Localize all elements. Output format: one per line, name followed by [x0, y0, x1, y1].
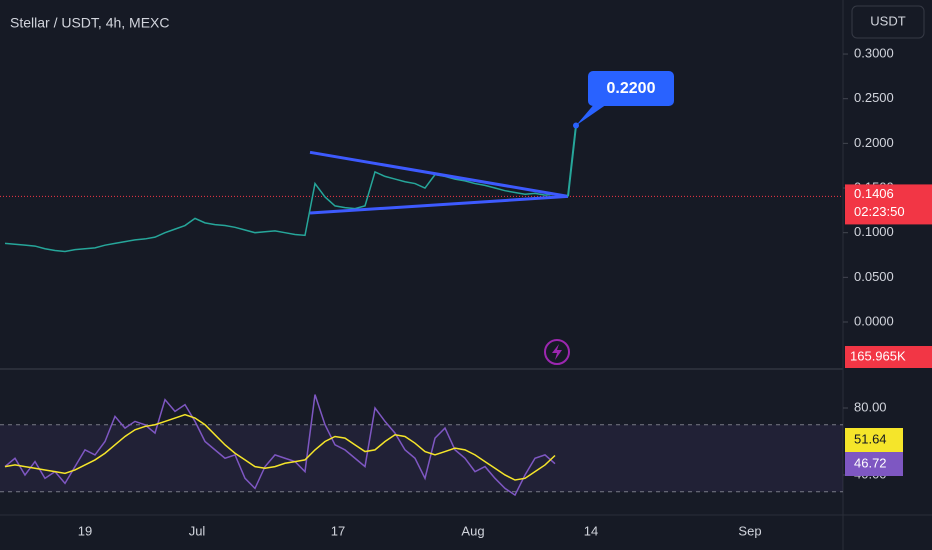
y-tick-label: 0.2000 — [854, 135, 894, 150]
rsi-value: 46.72 — [854, 455, 887, 470]
symbol-title: Stellar / USDT, 4h, MEXC — [10, 15, 170, 31]
y-tick-label: 0.3000 — [854, 45, 894, 60]
lightning-icon[interactable] — [544, 339, 570, 365]
x-tick-label: 14 — [584, 523, 598, 538]
y-tick-label: 0.1000 — [854, 224, 894, 239]
countdown: 02:23:50 — [854, 204, 905, 219]
x-tick-label: Jul — [189, 523, 206, 538]
x-tick-label: 19 — [78, 523, 92, 538]
x-tick-label: Aug — [461, 523, 484, 538]
rsi-value-box — [845, 428, 903, 452]
target-callout — [588, 71, 674, 106]
x-tick-label: Sep — [738, 523, 761, 538]
rsi-pane — [0, 370, 843, 515]
series-line — [4, 170, 566, 253]
rsi-band — [0, 424, 843, 492]
currency-button[interactable] — [851, 5, 925, 39]
price-label-box — [845, 184, 932, 225]
series-line — [4, 394, 556, 497]
volume-label: 165.965K — [850, 348, 906, 363]
rsi-value: 51.64 — [854, 431, 887, 446]
currency[interactable]: USDT — [870, 13, 905, 28]
y-tick-label: 0.2500 — [854, 90, 894, 105]
y-tick-label: 80.00 — [854, 399, 887, 414]
y-tick-label: 0.0500 — [854, 269, 894, 284]
trendline — [309, 194, 569, 215]
lightning-glyph — [552, 344, 562, 360]
y-tick-label: 0.0000 — [854, 313, 894, 328]
rsi-value-box — [845, 452, 903, 476]
callout-pointer — [576, 102, 610, 126]
x-tick-label: 17 — [331, 523, 345, 538]
projection-line — [567, 125, 577, 197]
trendline — [309, 150, 569, 198]
volume-label-box — [845, 346, 932, 368]
series-line — [4, 413, 556, 481]
target-label: 0.2200 — [607, 80, 656, 97]
current-price: 0.1406 — [854, 186, 894, 201]
